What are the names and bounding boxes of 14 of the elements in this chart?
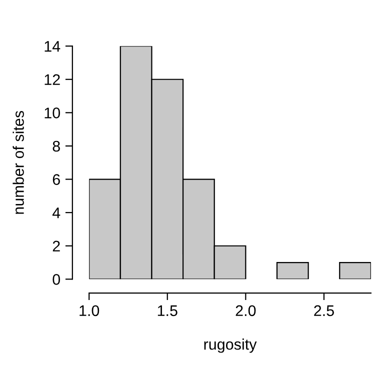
y-tick-label: 2 <box>52 240 60 252</box>
y-tick-label: 4 <box>52 208 60 218</box>
y-tick-label: 0 <box>52 274 60 285</box>
y-tick-label: 8 <box>52 140 60 152</box>
x-axis-title: rugosity <box>204 338 257 353</box>
y-tick-label: 10 <box>44 108 60 118</box>
y-axis-title: number of sites <box>12 110 24 214</box>
x-tick-label: 2.0 <box>236 305 256 316</box>
x-tick-label: 1.5 <box>158 305 178 316</box>
y-tick-label: 12 <box>44 74 60 85</box>
x-tick-label: 1.0 <box>80 305 100 316</box>
y-tick-label: 14 <box>44 41 60 52</box>
x-tick-label: 2.5 <box>314 305 334 316</box>
y-tick-label: 6 <box>52 174 60 185</box>
